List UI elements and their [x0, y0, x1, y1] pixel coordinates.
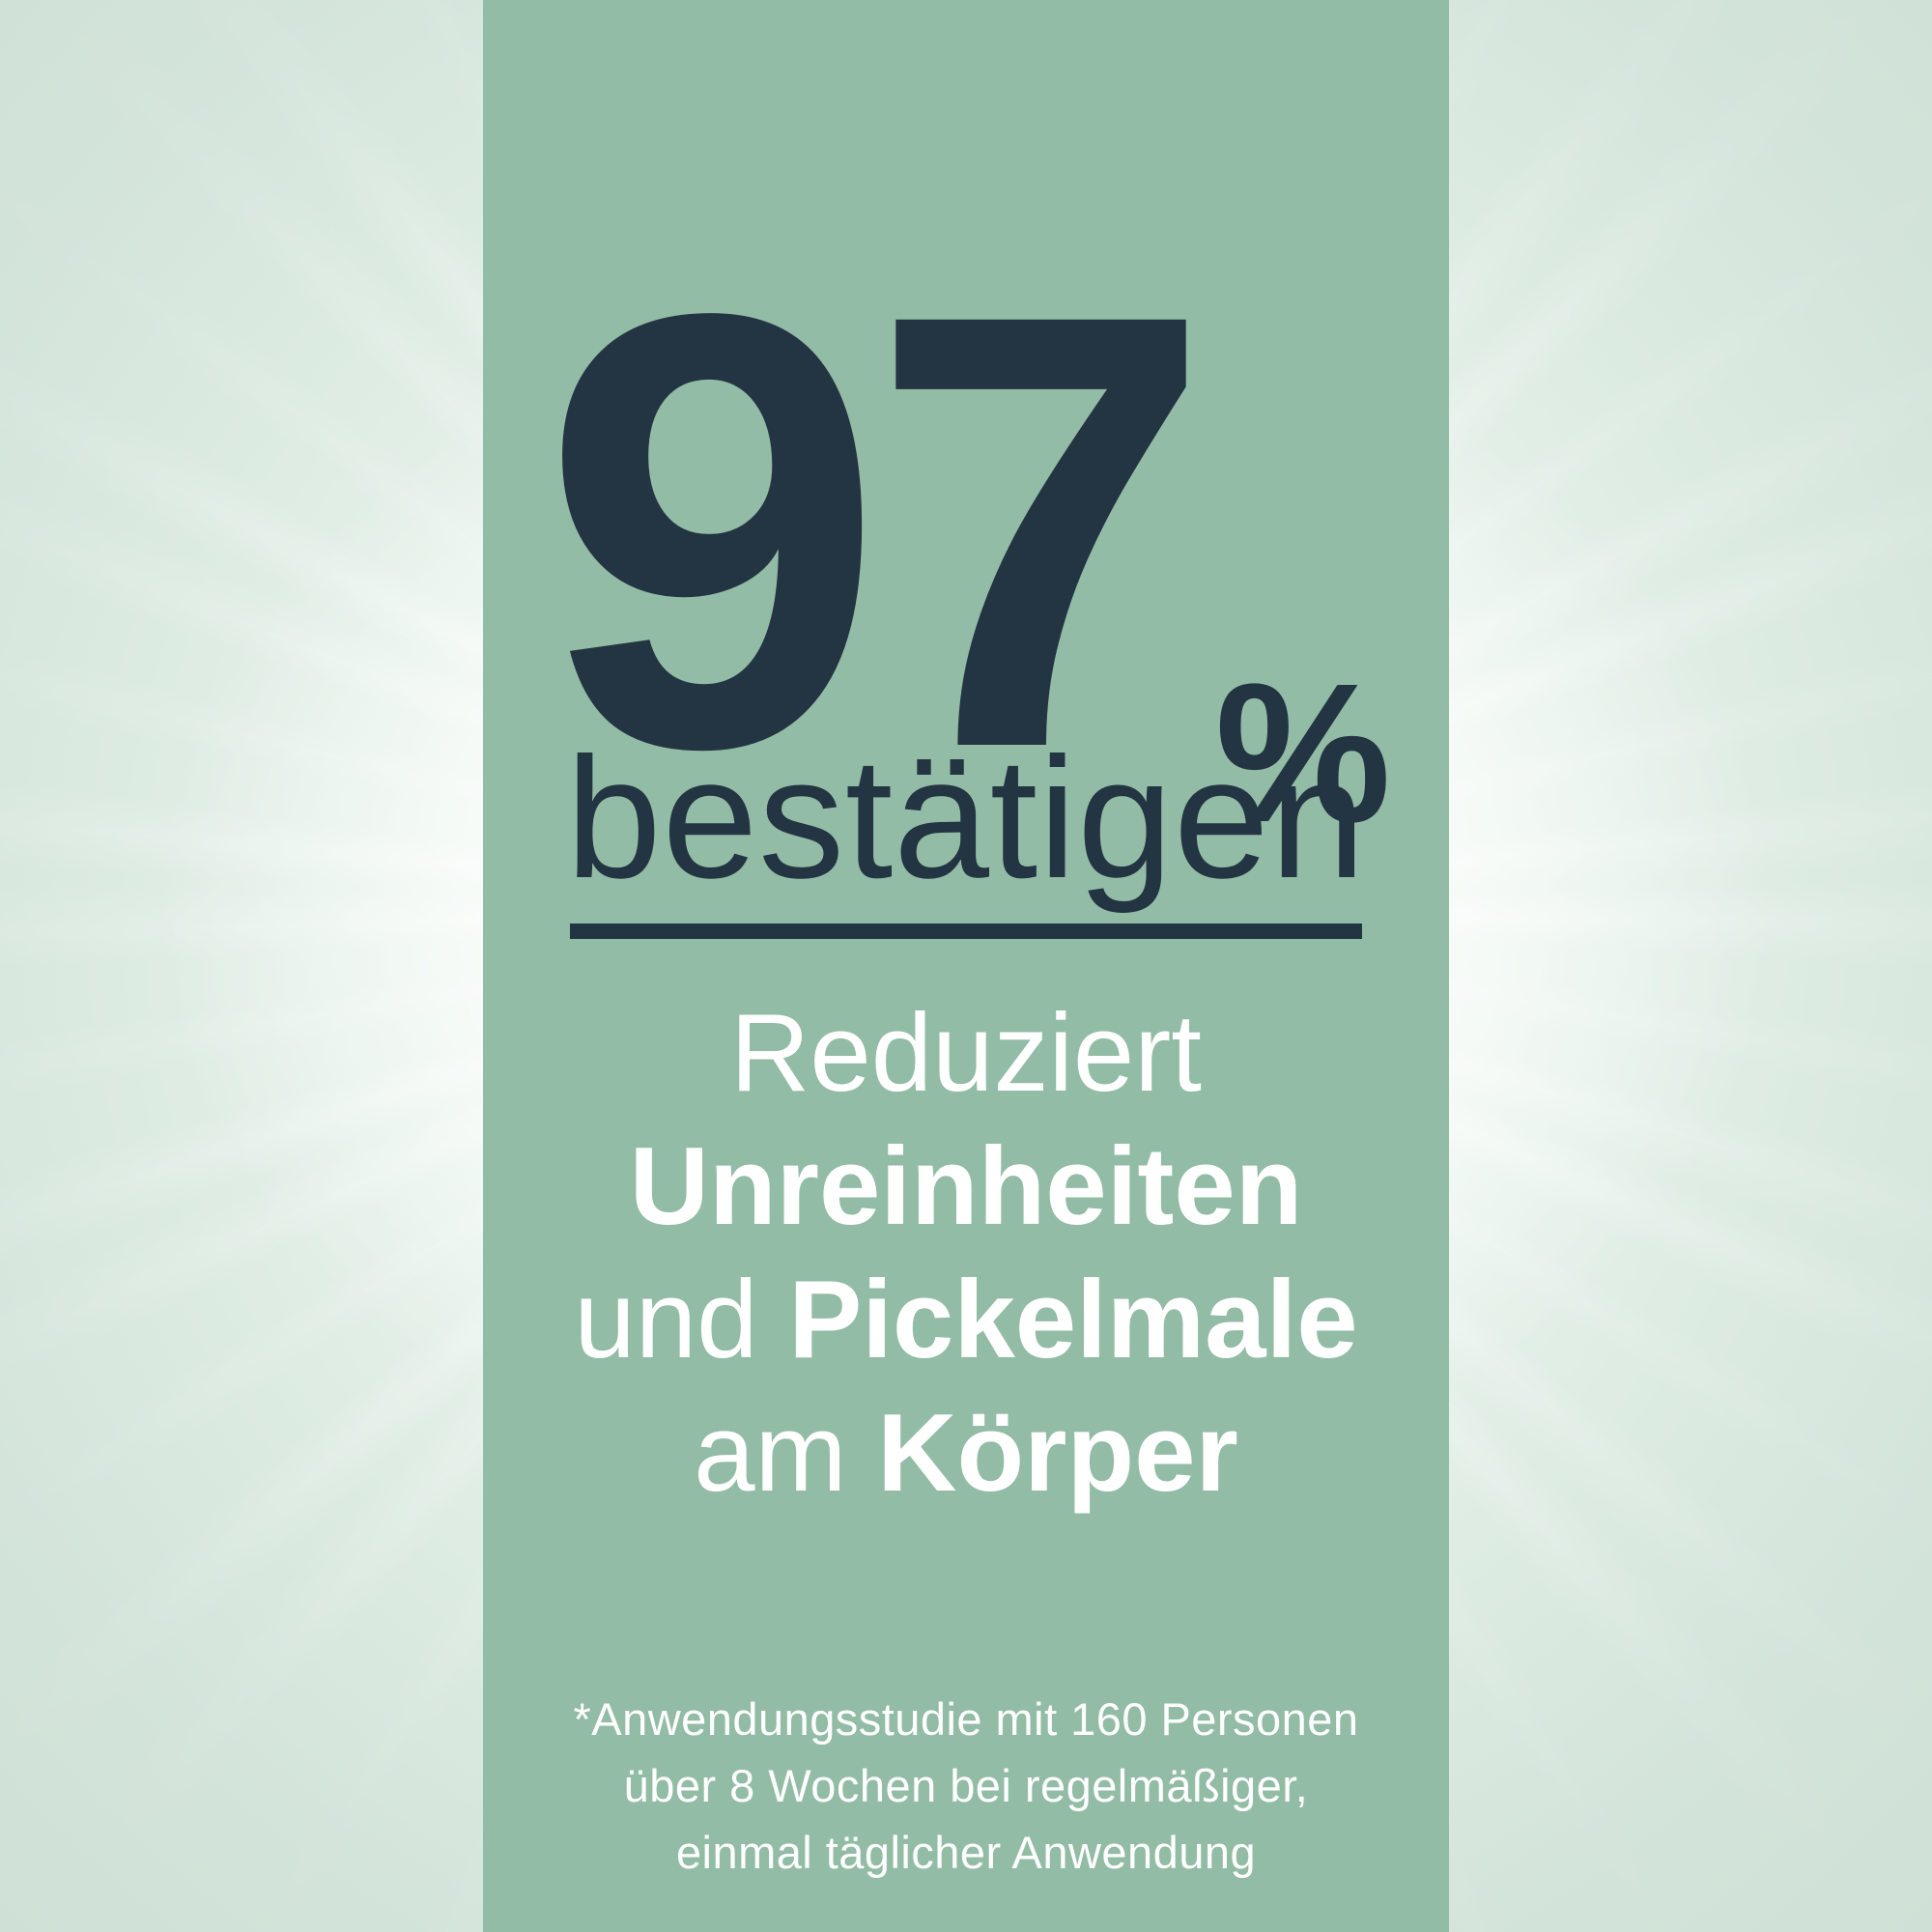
footnote-line-3: einmal täglicher Anwendung: [675, 1827, 1257, 1878]
claim-word: Körper: [877, 1392, 1238, 1515]
percent-sign: %: [1214, 642, 1392, 864]
statistic: 97 %: [483, 185, 1449, 876]
claim-word: am: [694, 1392, 878, 1515]
divider-line: [570, 923, 1362, 939]
claim-line-2: Unreinheiten: [483, 1121, 1449, 1254]
claim-word: Pickelmale: [788, 1259, 1358, 1381]
footnote-text: *Anwendungsstudie mit 160 Personen über …: [483, 1686, 1449, 1886]
claim-line-4: am Körper: [483, 1387, 1449, 1520]
statistic-verb: bestätigen: [565, 722, 1367, 914]
claim-word: und: [574, 1259, 789, 1381]
claim-line-1: Reduziert: [483, 987, 1449, 1121]
center-panel: 97 % bestätigen Reduziert Unreinheiten u…: [483, 0, 1449, 1932]
claim-text: Reduziert Unreinheiten und Pickelmale am…: [483, 987, 1449, 1520]
footnote-line-1: *Anwendungsstudie mit 160 Personen: [573, 1693, 1359, 1745]
statistic-value: 97: [540, 185, 1213, 876]
footnote-line-2: über 8 Wochen bei regelmäßiger,: [623, 1760, 1309, 1811]
claim-word: Reduziert: [730, 992, 1202, 1115]
claim-word: Unreinheiten: [629, 1125, 1303, 1248]
claim-line-3: und Pickelmale: [483, 1254, 1449, 1387]
